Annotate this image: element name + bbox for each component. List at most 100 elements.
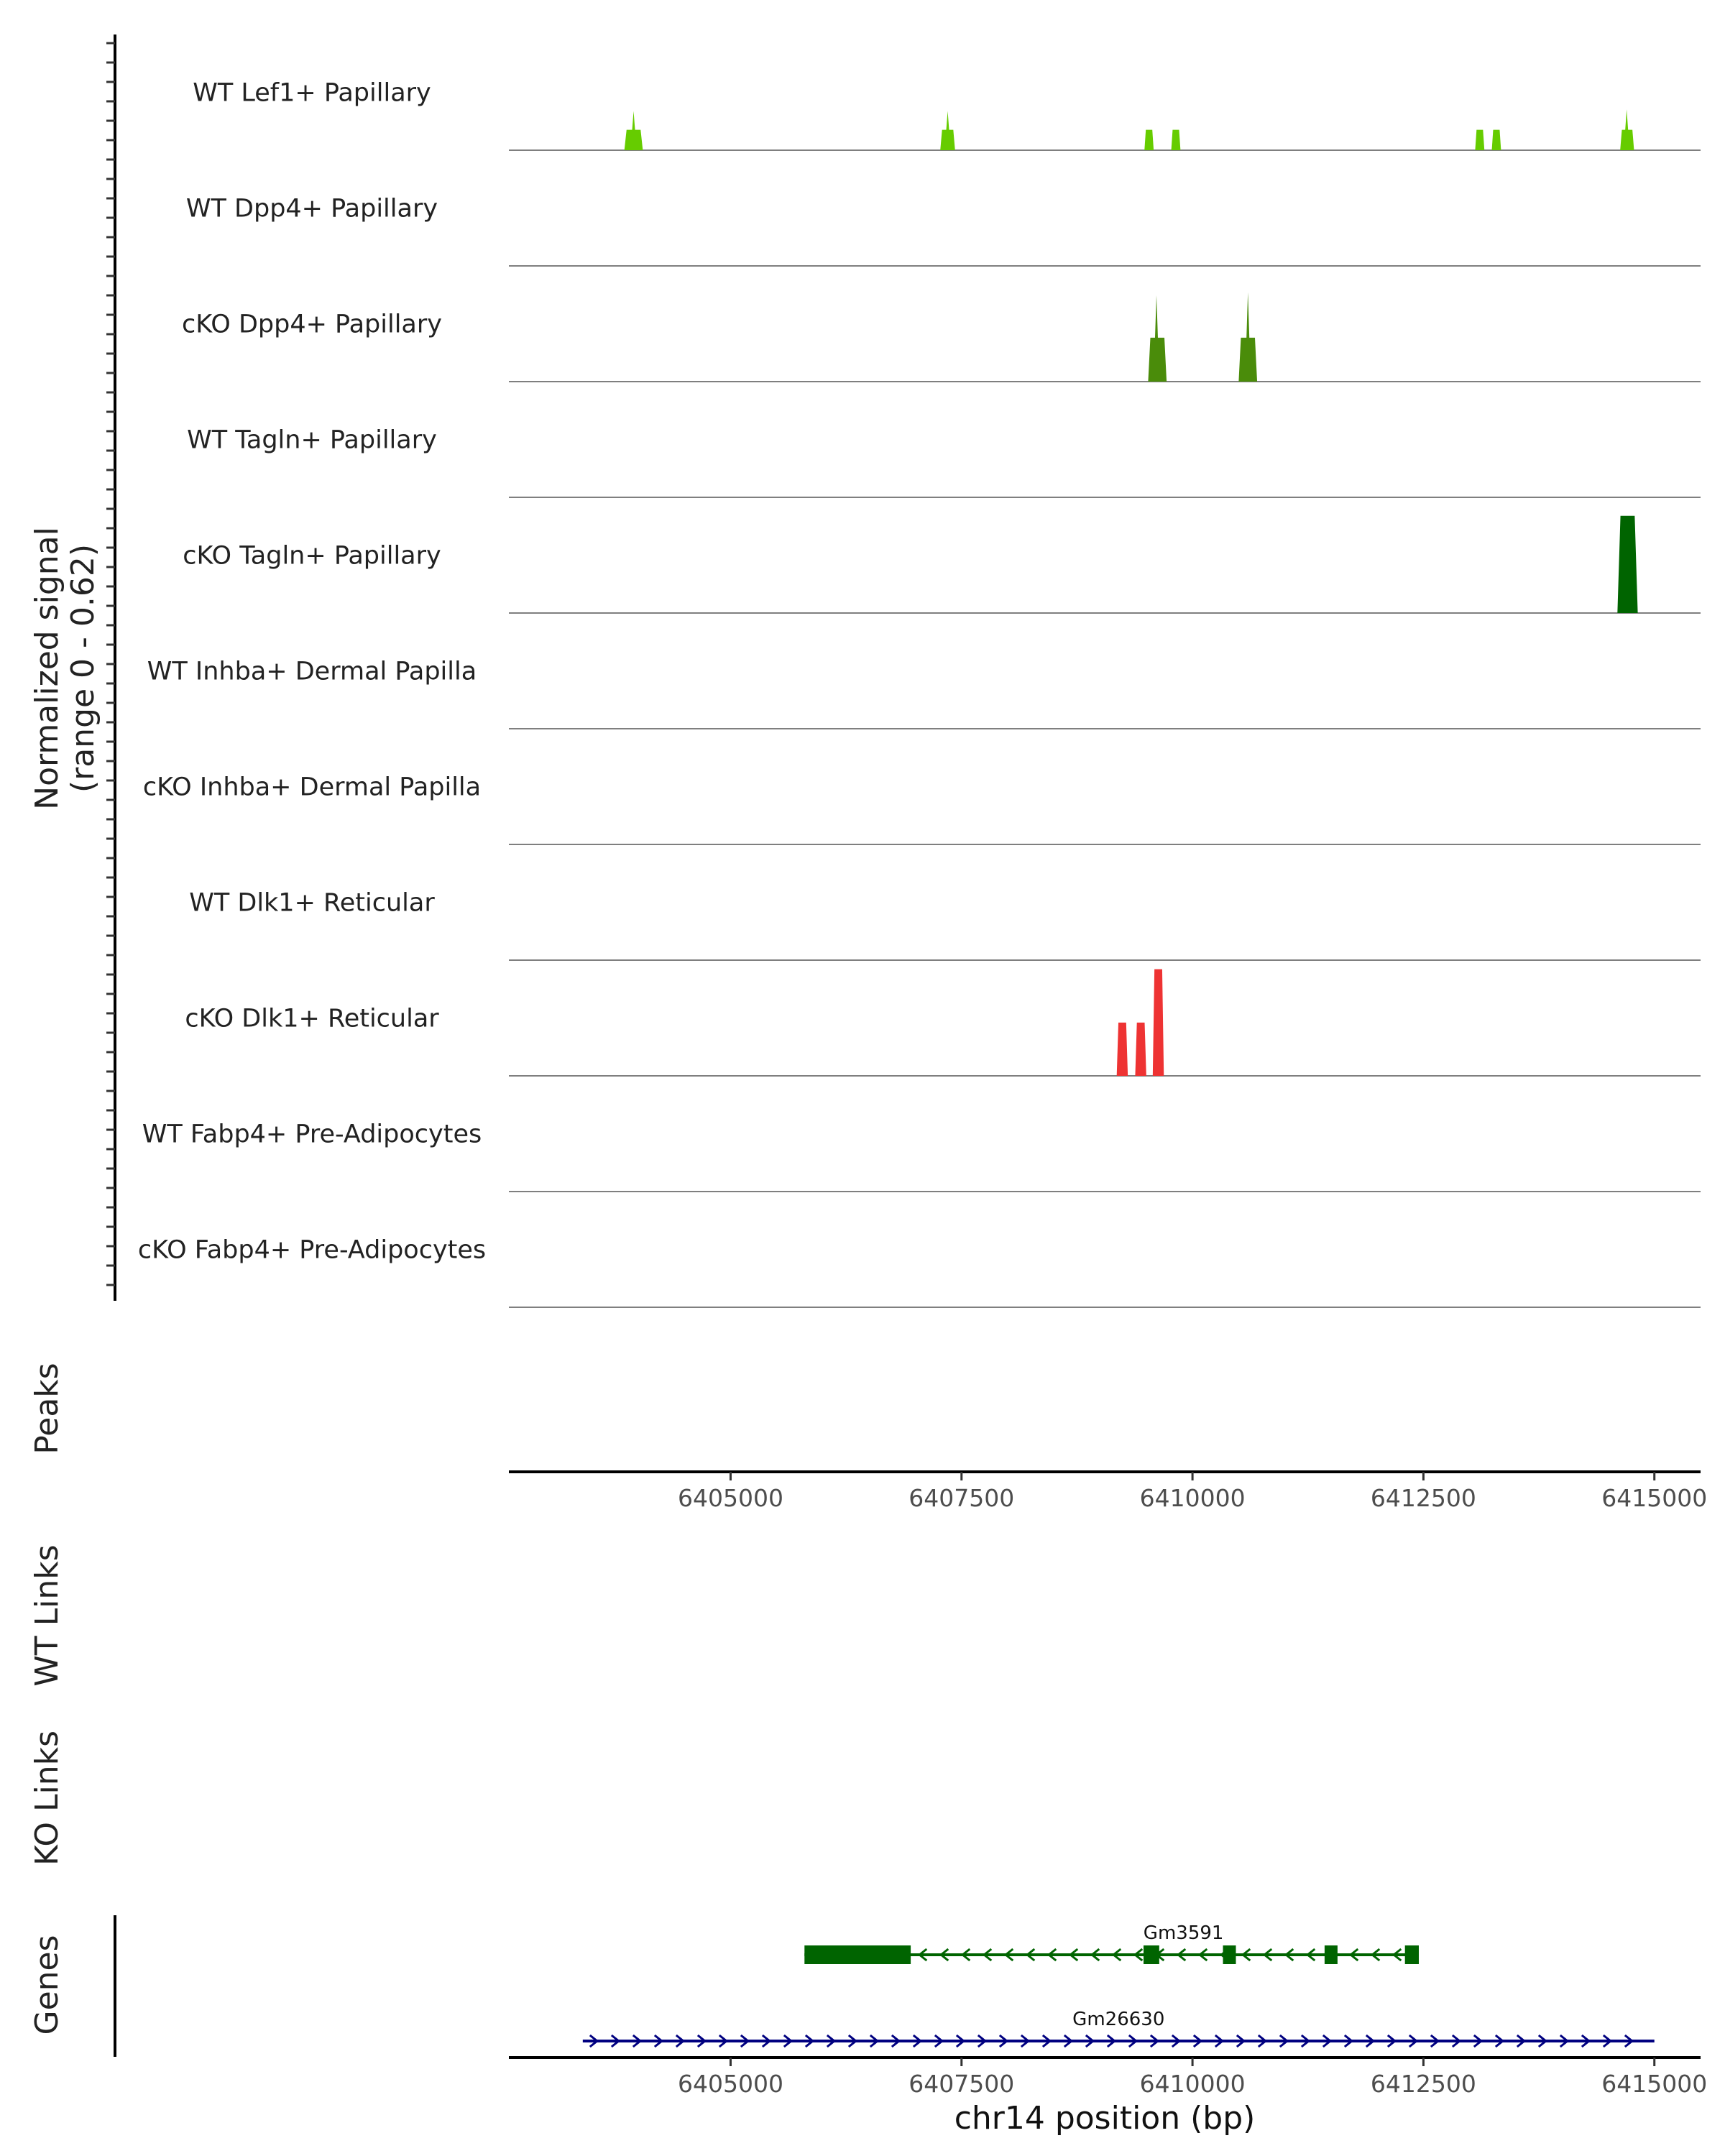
strand-arrow xyxy=(1003,1948,1014,1962)
peaks-x-axis: 6405000 6407500 6410000 6412500 6415000 xyxy=(509,1470,1707,1512)
gene-Gm3591: Gm3591 xyxy=(804,1922,1419,1964)
strand-arrow xyxy=(1171,2034,1182,2048)
track-10: WT Fabp4+ Pre-Adipocytes xyxy=(142,1120,1701,1192)
strand-arrow xyxy=(960,1948,971,1962)
strand-arrow xyxy=(1262,1948,1273,1962)
strand-arrow xyxy=(917,1948,928,1962)
strand-arrow xyxy=(589,2034,599,2048)
ko-links-panel-title: KO Links xyxy=(29,1731,65,1866)
strand-arrow xyxy=(1624,2034,1634,2048)
signal-peak xyxy=(1491,129,1501,150)
strand-arrow xyxy=(891,2034,901,2048)
x-tick-label: 6412500 xyxy=(1371,2070,1476,2098)
strand-arrow xyxy=(1236,2034,1246,2048)
signal-axis-title-line2: (range 0 - 0.62) xyxy=(65,544,101,793)
strand-arrow xyxy=(1386,2034,1397,2048)
x-tick-label: 6407500 xyxy=(908,2070,1014,2098)
signal-y-ticks xyxy=(106,42,115,1286)
strand-arrow xyxy=(977,2034,988,2048)
strand-arrow xyxy=(1602,2034,1613,2048)
strand-arrow xyxy=(1537,2034,1548,2048)
gene-exon xyxy=(1223,1945,1236,1964)
strand-arrow xyxy=(1279,2034,1289,2048)
strand-arrow xyxy=(1111,1948,1122,1962)
track-5: cKO Tagln+ Papillary xyxy=(183,515,1701,614)
strand-arrow xyxy=(1025,1948,1036,1962)
signal-peak xyxy=(1475,129,1485,150)
strand-arrow xyxy=(740,2034,750,2048)
strand-arrow xyxy=(1046,1948,1057,1962)
strand-arrow xyxy=(1343,2034,1354,2048)
signal-peak xyxy=(1116,1022,1128,1076)
genes-x-ticks: 6405000 6407500 6410000 6412500 6415000 xyxy=(678,2058,1707,2098)
wt-links-panel-title: WT Links xyxy=(29,1544,65,1686)
strand-arrow xyxy=(1090,1948,1100,1962)
x-tick-label: 6415000 xyxy=(1601,2070,1707,2098)
strand-arrow xyxy=(1392,1948,1402,1962)
strand-arrow xyxy=(653,2034,664,2048)
strand-arrow xyxy=(1430,2034,1440,2048)
signal-peak xyxy=(1617,515,1638,613)
signal-peak xyxy=(1152,969,1164,1076)
strand-arrow xyxy=(912,2034,923,2048)
peaks-x-ticks: 6405000 6407500 6410000 6412500 6415000 xyxy=(678,1472,1707,1512)
strand-arrow xyxy=(1516,2034,1527,2048)
signal-peak xyxy=(1148,295,1167,382)
strand-arrow xyxy=(1494,2034,1505,2048)
strand-arrow xyxy=(1063,2034,1074,2048)
strand-arrow xyxy=(1128,2034,1138,2048)
track-label: cKO Tagln+ Papillary xyxy=(183,542,441,571)
x-tick-label: 6410000 xyxy=(1140,1484,1246,1512)
signal-axis-title-line1: Normalized signal xyxy=(29,527,65,810)
track-label: cKO Inhba+ Dermal Papilla xyxy=(143,773,481,802)
strand-arrow xyxy=(1559,2034,1570,2048)
strand-arrow xyxy=(1068,1948,1079,1962)
track-label: WT Dlk1+ Reticular xyxy=(189,889,435,918)
x-tick-label: 6405000 xyxy=(678,2070,783,2098)
strand-arrow xyxy=(1257,2034,1268,2048)
gene-exon xyxy=(1404,1945,1419,1964)
strand-arrow xyxy=(955,2034,966,2048)
genes-panel-title: Genes xyxy=(29,1935,65,2035)
x-tick-label: 6405000 xyxy=(678,1484,783,1512)
signal-peak xyxy=(1171,129,1181,150)
strand-arrow xyxy=(632,2034,643,2048)
strand-arrow xyxy=(610,2034,621,2048)
strand-arrow xyxy=(1192,2034,1203,2048)
gene-label: Gm3591 xyxy=(1144,1922,1224,1944)
strand-arrow xyxy=(804,2034,815,2048)
gene-exon xyxy=(804,1945,911,1964)
strand-arrow xyxy=(783,2034,794,2048)
strand-arrow xyxy=(982,1948,993,1962)
track-6: WT Inhba+ Dermal Papilla xyxy=(147,658,1701,729)
strand-arrow xyxy=(869,2034,880,2048)
strand-arrow xyxy=(696,2034,707,2048)
signal-peak xyxy=(1135,1022,1146,1076)
track-4: WT Tagln+ Papillary xyxy=(187,426,1701,498)
strand-arrow xyxy=(826,2034,837,2048)
x-tick-label: 6410000 xyxy=(1140,2070,1246,2098)
strand-arrow xyxy=(675,2034,686,2048)
gene-exon xyxy=(1324,1945,1338,1964)
track-2: WT Dpp4+ Papillary xyxy=(186,195,1701,267)
strand-arrow xyxy=(761,2034,772,2048)
strand-arrow xyxy=(718,2034,729,2048)
track-label: cKO Dlk1+ Reticular xyxy=(185,1005,439,1033)
track-label: WT Fabp4+ Pre-Adipocytes xyxy=(142,1120,482,1149)
track-8: WT Dlk1+ Reticular xyxy=(189,889,1701,961)
x-axis-title: chr14 position (bp) xyxy=(954,2100,1256,2137)
track-label: WT Inhba+ Dermal Papilla xyxy=(147,658,477,686)
strand-arrow xyxy=(847,2034,858,2048)
strand-arrow xyxy=(1370,1948,1381,1962)
signal-peak xyxy=(1238,292,1258,382)
strand-arrow xyxy=(1133,1948,1144,1962)
x-tick-label: 6412500 xyxy=(1371,1484,1476,1512)
signal-peak xyxy=(624,111,643,150)
gene-exon xyxy=(1143,1945,1159,1964)
strand-arrow xyxy=(1197,1948,1208,1962)
x-tick-label: 6407500 xyxy=(908,1484,1014,1512)
track-9: cKO Dlk1+ Reticular xyxy=(185,969,1701,1077)
strand-arrow xyxy=(1106,2034,1117,2048)
track-label: WT Dpp4+ Papillary xyxy=(186,195,438,224)
